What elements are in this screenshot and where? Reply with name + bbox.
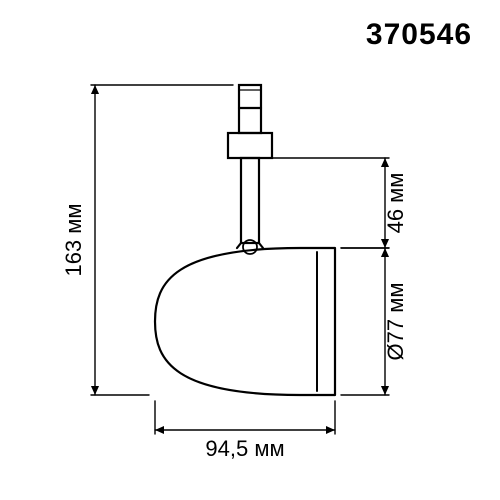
dim-stem-label: 46 мм: [383, 173, 408, 234]
lamp-head: [155, 248, 335, 395]
lamp-outline: [155, 85, 335, 395]
dim-diameter: Ø77 мм: [341, 248, 408, 395]
dim-diameter-label: Ø77 мм: [383, 283, 408, 361]
dim-height-label: 163 мм: [61, 203, 86, 276]
dim-stem: 46 мм: [265, 158, 408, 248]
schematic-svg: 163 мм 94,5 мм 46 мм Ø77 мм: [0, 0, 500, 500]
dim-width-label: 94,5 мм: [205, 436, 284, 461]
diagram-stage: 370546 163 мм94,5 мм46 ммØ77 мм: [0, 0, 500, 500]
dim-height: 163 мм: [61, 85, 233, 395]
dim-width: 94,5 мм: [155, 401, 335, 461]
